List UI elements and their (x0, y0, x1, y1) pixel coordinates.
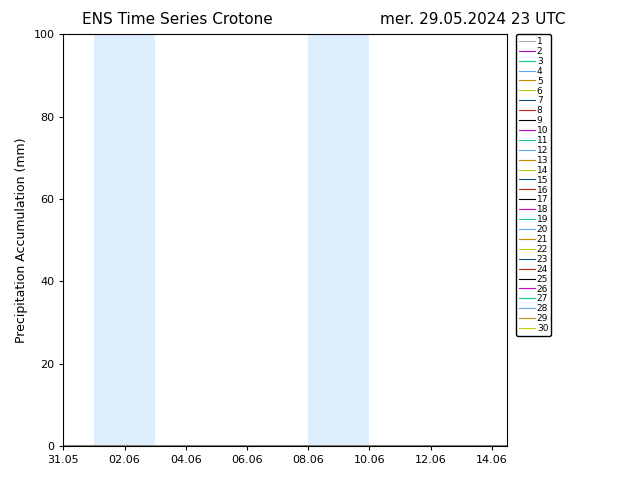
Y-axis label: Precipitation Accumulation (mm): Precipitation Accumulation (mm) (15, 137, 28, 343)
Text: mer. 29.05.2024 23 UTC: mer. 29.05.2024 23 UTC (380, 12, 566, 27)
Bar (308, 34, 370, 446)
Bar (94, 34, 155, 446)
Legend: 1, 2, 3, 4, 5, 6, 7, 8, 9, 10, 11, 12, 13, 14, 15, 16, 17, 18, 19, 20, 21, 22, 2: 1, 2, 3, 4, 5, 6, 7, 8, 9, 10, 11, 12, 1… (516, 34, 551, 336)
Text: ENS Time Series Crotone: ENS Time Series Crotone (82, 12, 273, 27)
